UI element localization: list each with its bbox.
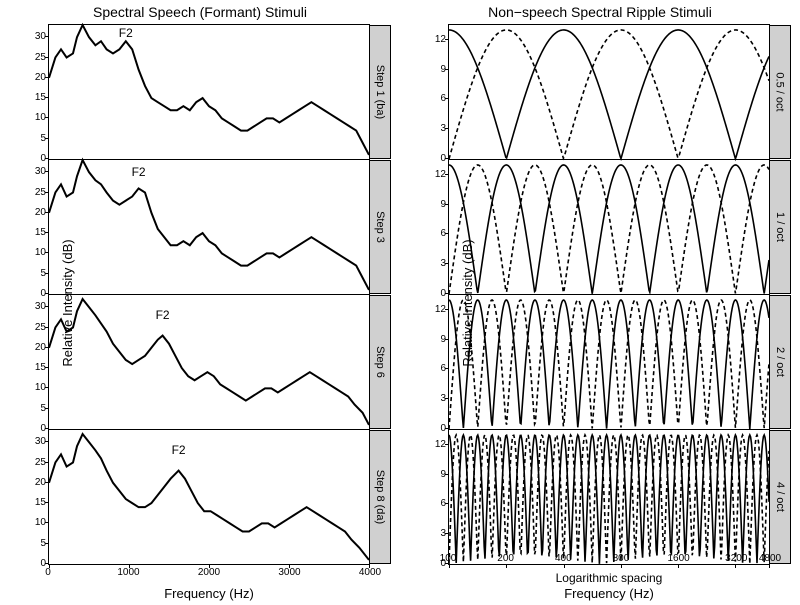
- f2-annotation: F2: [119, 26, 133, 40]
- ytick-label: 20: [35, 208, 46, 218]
- ytick-label: 15: [35, 228, 46, 238]
- ytick-label: 30: [35, 437, 46, 447]
- ytick-label: 12: [435, 170, 446, 180]
- ytick-label: 30: [35, 32, 46, 42]
- xtick-label: 800: [613, 553, 630, 564]
- right-strip-1: 1 / oct: [769, 160, 791, 294]
- right-panel-1: 0369121 / oct: [448, 159, 770, 295]
- right-xlabel: Frequency (Hz): [448, 586, 770, 601]
- xtick-label: 100: [440, 553, 457, 564]
- xtick-label: 3200: [725, 553, 747, 564]
- ytick-label: 6: [440, 499, 446, 509]
- xtick-label: 3000: [278, 567, 300, 578]
- right-panels: 0369120.5 / oct0369121 / oct0369122 / oc…: [400, 24, 800, 605]
- right-xtick-labels: 100200400800160032004800: [448, 553, 770, 567]
- left-panel-1: 051015202530F2Step 3: [48, 159, 370, 295]
- left-xlabel: Frequency (Hz): [48, 586, 370, 601]
- ytick-label: 25: [35, 323, 46, 333]
- xtick-label: 0: [45, 567, 51, 578]
- left-strip-1: Step 3: [369, 160, 391, 294]
- ytick-label: 5: [40, 539, 46, 549]
- right-strip-3: 4 / oct: [769, 430, 791, 564]
- ytick-label: 5: [40, 134, 46, 144]
- ytick-label: 12: [435, 305, 446, 315]
- xtick-label: 400: [555, 553, 572, 564]
- ytick-label: 0: [40, 289, 46, 299]
- ytick-label: 3: [440, 259, 446, 269]
- ytick-label: 10: [35, 248, 46, 258]
- left-panel-2: 051015202530F2Step 6: [48, 294, 370, 430]
- ytick-label: 20: [35, 343, 46, 353]
- ytick-label: 25: [35, 53, 46, 63]
- ytick-label: 3: [440, 529, 446, 539]
- left-panel-3: 051015202530F2Step 8 (da): [48, 429, 370, 565]
- right-panel-3: 0369124 / oct: [448, 429, 770, 565]
- right-panel-0: 0369120.5 / oct: [448, 24, 770, 160]
- ytick-label: 25: [35, 188, 46, 198]
- ytick-label: 30: [35, 167, 46, 177]
- ytick-label: 3: [440, 124, 446, 134]
- ytick-label: 9: [440, 200, 446, 210]
- f2-annotation: F2: [172, 443, 186, 457]
- ytick-label: 30: [35, 302, 46, 312]
- left-strip-0: Step 1 (ba): [369, 25, 391, 159]
- xtick-label: 1000: [117, 567, 139, 578]
- ytick-label: 12: [435, 440, 446, 450]
- ytick-label: 0: [40, 154, 46, 164]
- ytick-label: 0: [440, 154, 446, 164]
- xtick-label: 4000: [359, 567, 381, 578]
- ytick-label: 10: [35, 113, 46, 123]
- left-panels: 051015202530F2Step 1 (ba)051015202530F2S…: [0, 24, 400, 605]
- ytick-label: 0: [40, 424, 46, 434]
- ytick-label: 20: [35, 73, 46, 83]
- right-strip-0: 0.5 / oct: [769, 25, 791, 159]
- ytick-label: 12: [435, 35, 446, 45]
- ytick-label: 3: [440, 394, 446, 404]
- ytick-label: 9: [440, 470, 446, 480]
- left-strip-3: Step 8 (da): [369, 430, 391, 564]
- f2-annotation: F2: [156, 308, 170, 322]
- ytick-label: 20: [35, 478, 46, 488]
- right-xsublabel: Logarithmic spacing: [448, 571, 770, 585]
- ytick-label: 10: [35, 383, 46, 393]
- ytick-label: 9: [440, 335, 446, 345]
- left-panel-0: 051015202530F2Step 1 (ba): [48, 24, 370, 160]
- ytick-label: 15: [35, 498, 46, 508]
- ytick-label: 15: [35, 93, 46, 103]
- ytick-label: 25: [35, 458, 46, 468]
- right-panel-2: 0369122 / oct: [448, 294, 770, 430]
- ytick-label: 15: [35, 363, 46, 373]
- right-title: Non−speech Spectral Ripple Stimuli: [400, 0, 800, 24]
- ytick-label: 0: [440, 424, 446, 434]
- xtick-label: 2000: [198, 567, 220, 578]
- ytick-label: 0: [440, 289, 446, 299]
- ytick-label: 10: [35, 518, 46, 528]
- left-column: Spectral Speech (Formant) Stimuli Relati…: [0, 0, 400, 605]
- xtick-label: 200: [497, 553, 514, 564]
- xtick-label: 1600: [667, 553, 689, 564]
- ytick-label: 6: [440, 94, 446, 104]
- ytick-label: 5: [40, 404, 46, 414]
- ytick-label: 5: [40, 269, 46, 279]
- ytick-label: 9: [440, 65, 446, 75]
- left-strip-2: Step 6: [369, 295, 391, 429]
- right-column: Non−speech Spectral Ripple Stimuli Relat…: [400, 0, 800, 605]
- xtick-label: 4800: [759, 553, 781, 564]
- left-xtick-labels: 01000200030004000: [48, 567, 370, 581]
- ytick-label: 6: [440, 229, 446, 239]
- right-strip-2: 2 / oct: [769, 295, 791, 429]
- ytick-label: 6: [440, 364, 446, 374]
- left-title: Spectral Speech (Formant) Stimuli: [0, 0, 400, 24]
- f2-annotation: F2: [132, 165, 146, 179]
